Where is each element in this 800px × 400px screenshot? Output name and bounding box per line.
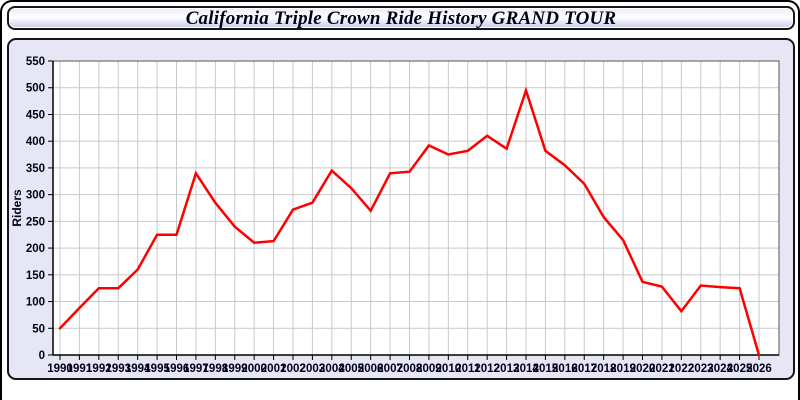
x-tick-label: 2013: [494, 363, 520, 375]
x-tick-label: 2011: [455, 363, 481, 375]
x-tick-label: 1996: [164, 363, 190, 375]
y-tick-label: 500: [26, 83, 45, 95]
x-tick-label: 1999: [222, 363, 248, 375]
x-tick-label: 2015: [533, 363, 559, 375]
page-title: California Triple Crown Ride History GRA…: [185, 7, 617, 29]
x-tick-label: 2026: [746, 363, 772, 375]
x-tick-label: 2006: [358, 363, 384, 375]
y-tick-label: 550: [26, 56, 45, 68]
y-tick-label: 350: [26, 163, 45, 175]
x-tick-label: 1998: [203, 363, 229, 375]
x-tick-label: 1991: [67, 363, 93, 375]
y-tick-label: 50: [32, 323, 45, 335]
x-tick-label: 2012: [474, 363, 500, 375]
x-tick-label: 1993: [105, 363, 131, 375]
x-tick-label: 2010: [436, 363, 462, 375]
x-tick-label: 2009: [416, 363, 442, 375]
x-tick-label: 2024: [707, 363, 733, 375]
x-tick-label: 1992: [86, 363, 112, 375]
x-tick-label: 2016: [552, 363, 578, 375]
x-tick-label: 2002: [280, 363, 306, 375]
x-tick-label: 1994: [125, 363, 151, 375]
y-tick-label: 0: [39, 350, 45, 362]
riders-line-chart: 0501001502002503003504004505005501990199…: [10, 56, 780, 375]
y-tick-label: 150: [26, 270, 45, 282]
x-tick-label: 2003: [300, 363, 326, 375]
x-tick-label: 2001: [261, 363, 287, 375]
x-tick-label: 2000: [241, 363, 267, 375]
y-tick-label: 450: [26, 109, 45, 121]
x-tick-label: 2017: [571, 363, 597, 375]
x-tick-label: 2004: [319, 363, 345, 375]
y-tick-label: 400: [26, 136, 45, 148]
y-axis-title: Riders: [10, 189, 24, 227]
x-tick-label: 2021: [649, 363, 675, 375]
x-tick-label: 1997: [183, 363, 209, 375]
plot-area: [53, 61, 779, 355]
title-bar: California Triple Crown Ride History GRA…: [7, 6, 795, 30]
y-tick-label: 100: [26, 297, 45, 309]
x-tick-label: 2023: [688, 363, 714, 375]
x-tick-label: 2008: [397, 363, 423, 375]
x-tick-label: 2007: [377, 363, 403, 375]
x-tick-label: 2018: [591, 363, 617, 375]
chart-panel: 0 50 100 150 200 250 300 350 400 450 500 550 1990 199…: [7, 38, 795, 380]
x-tick-label: 2022: [669, 363, 695, 375]
x-tick-label: 1995: [144, 363, 170, 375]
y-tick-label: 200: [26, 243, 45, 255]
y-tick-label: 300: [26, 190, 45, 202]
x-tick-label: 2019: [610, 363, 636, 375]
x-tick-label: 2020: [630, 363, 656, 375]
x-tick-label: 2025: [727, 363, 753, 375]
series-line-riders: [58, 86, 761, 357]
y-tick-label: 250: [26, 216, 45, 228]
x-tick-label: 2014: [513, 363, 539, 375]
x-tick-label: 1990: [47, 363, 73, 375]
x-tick-label: 2005: [338, 363, 364, 375]
